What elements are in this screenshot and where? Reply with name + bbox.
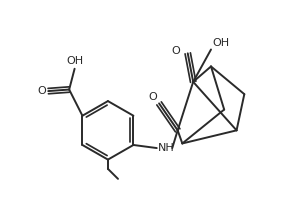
Text: NH: NH bbox=[158, 143, 175, 153]
Text: OH: OH bbox=[212, 38, 230, 48]
Text: O: O bbox=[148, 92, 157, 102]
Text: O: O bbox=[37, 86, 46, 96]
Text: O: O bbox=[171, 46, 180, 56]
Text: OH: OH bbox=[66, 57, 83, 66]
